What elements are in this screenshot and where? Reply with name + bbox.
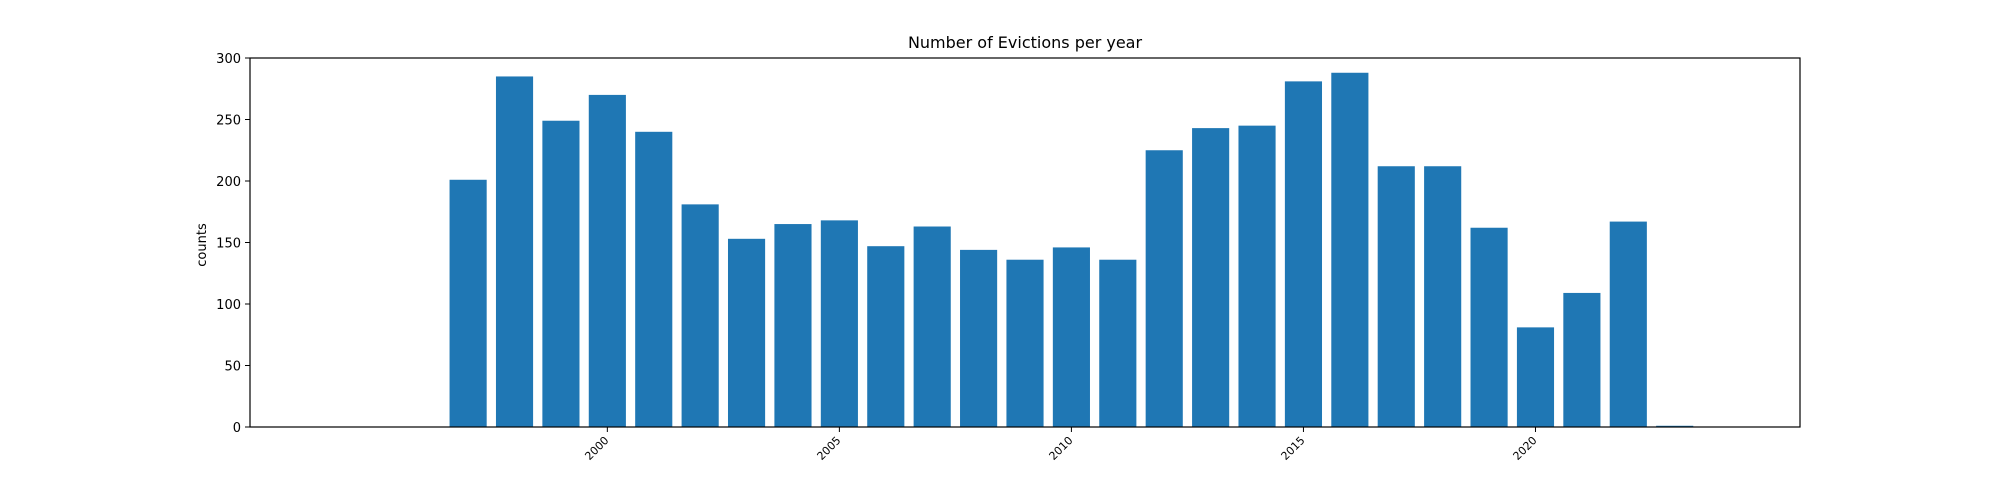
x-axis: 2000 2005 2010 2015 2020 <box>582 427 1540 463</box>
bar-2008 <box>960 249 998 427</box>
bar-2018 <box>1424 166 1462 428</box>
bar-2015 <box>1284 81 1323 428</box>
bar-1999 <box>542 120 580 427</box>
bar-2020 <box>1516 327 1555 427</box>
bar-2016 <box>1331 72 1369 427</box>
bar-2019 <box>1470 227 1508 427</box>
bar-2014 <box>1238 125 1276 428</box>
x-tick-label: 2005 <box>814 434 843 463</box>
bar-2001 <box>635 131 673 428</box>
chart-title: Number of Evictions per year <box>908 33 1143 52</box>
x-tick-label: 2000 <box>582 434 611 463</box>
x-tick-label: 2010 <box>1047 434 1076 463</box>
bar-2006 <box>867 246 905 427</box>
bar-1997 <box>449 179 487 427</box>
bar-2017 <box>1377 166 1415 428</box>
bar-2023 <box>1656 425 1694 427</box>
y-tick-label: 100 <box>216 298 241 313</box>
bar-1998 <box>495 76 534 427</box>
bars-group <box>449 72 1694 428</box>
y-axis-label: counts <box>195 223 210 267</box>
bar-2013 <box>1192 128 1230 428</box>
bar-2004 <box>774 224 812 427</box>
x-tick-label: 2020 <box>1511 434 1540 463</box>
bar-2005 <box>820 220 858 427</box>
y-tick-label: 0 <box>233 421 241 436</box>
x-tick-label: 2015 <box>1279 434 1308 463</box>
bar-2012 <box>1145 150 1183 427</box>
bar-2021 <box>1563 292 1601 427</box>
y-axis: 0 50 100 150 200 250 300 <box>216 52 250 436</box>
bar-2009 <box>1006 259 1044 427</box>
y-tick-label: 300 <box>216 52 241 67</box>
y-tick-label: 200 <box>216 175 241 190</box>
bar-2000 <box>588 94 626 428</box>
y-tick-label: 250 <box>216 114 241 129</box>
bar-2002 <box>681 204 719 427</box>
bar-2022 <box>1609 221 1647 427</box>
plot-frame <box>249 57 1801 428</box>
bar-2003 <box>727 238 766 427</box>
bar-2007 <box>913 226 951 427</box>
y-tick-label: 50 <box>224 360 241 375</box>
y-tick-label: 150 <box>216 237 241 252</box>
bar-2011 <box>1099 259 1137 427</box>
bar-2010 <box>1052 247 1090 427</box>
